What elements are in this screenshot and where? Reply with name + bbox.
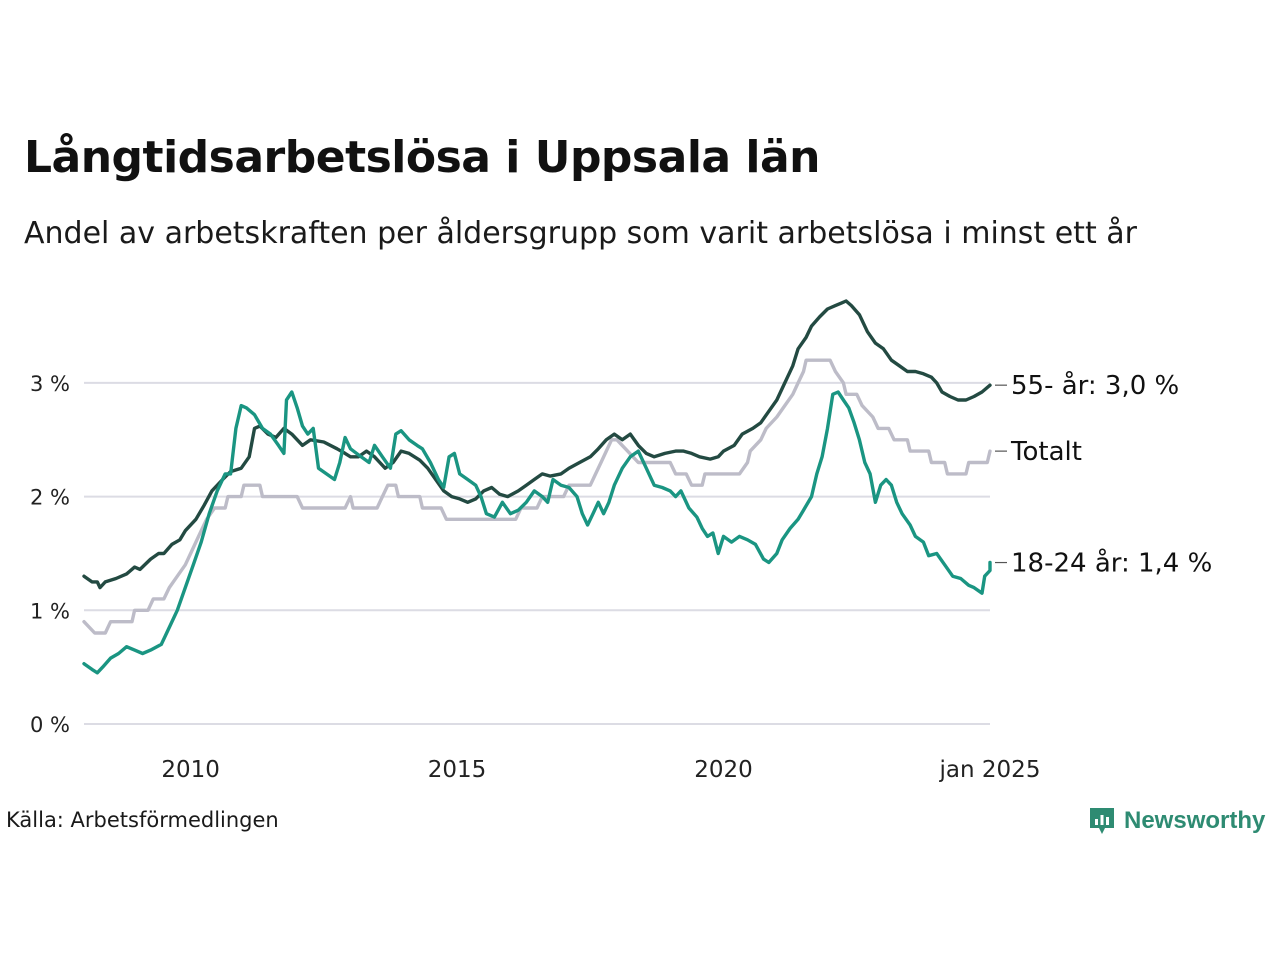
gridlines bbox=[84, 381, 990, 725]
source-note: Källa: Arbetsförmedlingen bbox=[6, 808, 279, 832]
series-line-1 bbox=[82, 299, 992, 590]
series-end-label: 55- år: 3,0 % bbox=[1011, 370, 1179, 401]
series-line-2 bbox=[82, 390, 992, 675]
series-line-0 bbox=[82, 358, 992, 635]
y-tick-label: 1 % bbox=[30, 599, 70, 623]
x-tick-label: 2015 bbox=[428, 757, 487, 783]
y-tick-label: 3 % bbox=[30, 372, 70, 396]
series-lines bbox=[82, 299, 992, 675]
x-tick-label: jan 2025 bbox=[939, 757, 1041, 783]
brand-logo[interactable]: Newsworthy bbox=[1088, 803, 1265, 839]
y-axis-tick-labels: 0 % 1 % 2 % 3 % bbox=[30, 372, 70, 737]
newsworthy-logo-icon bbox=[1090, 808, 1114, 834]
brand-name: Newsworthy bbox=[1124, 807, 1266, 834]
series-end-label: 18-24 år: 1,4 % bbox=[1011, 548, 1212, 579]
series-end-label: Totalt bbox=[1010, 437, 1082, 467]
y-tick-label: 2 % bbox=[30, 486, 70, 510]
page-subtitle: Andel av arbetskraften per åldersgrupp s… bbox=[24, 216, 1137, 251]
page-title: Långtidsarbetslösa i Uppsala län bbox=[24, 132, 821, 183]
x-tick-label: 2010 bbox=[161, 757, 220, 783]
y-tick-label: 0 % bbox=[30, 713, 70, 737]
series-end-labels: Totalt 55- år: 3,0 % 18-24 år: 1,4 % bbox=[995, 370, 1212, 579]
x-tick-label: 2020 bbox=[694, 757, 753, 783]
x-axis-tick-labels: 2010 2015 2020 jan 2025 bbox=[161, 757, 1040, 783]
